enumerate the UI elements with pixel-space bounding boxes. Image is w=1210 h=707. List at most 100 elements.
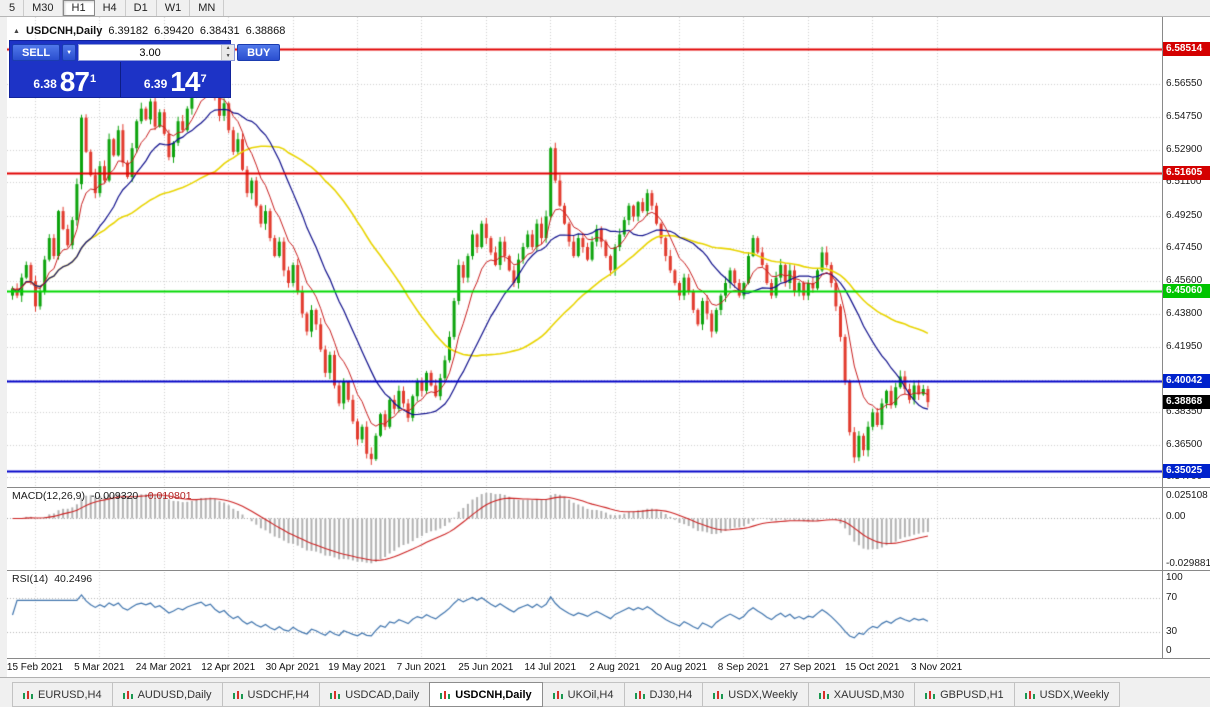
volume-increase-button[interactable]: ▲ [222,45,235,53]
chart-tab-usdcad-daily[interactable]: USDCAD,Daily [319,682,431,707]
bar-open: 6.39182 [108,25,149,37]
rsi-canvas[interactable] [7,572,1162,658]
bar-high: 6.39420 [154,25,194,37]
volume-box: ▲ ▼ [78,44,236,61]
macd-value-main: -0.009320 [90,490,139,502]
chart-tab-label: USDCAD,Daily [345,688,420,701]
macd-axis-label: 0.00 [1166,511,1186,523]
sell-price-sup: 1 [89,73,97,85]
y-axis-tick: 6.47450 [1166,241,1203,253]
x-axis-date: 12 Apr 2021 [201,662,256,673]
chart-tab-ukoil-h4[interactable]: UKOil,H4 [541,682,625,707]
trade-panel-prices: 6.38 87 1 6.39 14 7 [10,62,230,97]
period-button-5[interactable]: 5 [1,0,25,16]
chart-tab-usdx-weekly[interactable]: USDX,Weekly [1013,682,1121,707]
macd-axis-label: -0.029881 [1166,558,1210,569]
period-button-w1[interactable]: W1 [157,0,191,16]
x-axis-date: 25 Jun 2021 [458,662,514,673]
buy-price-big: 14 [170,66,200,97]
chart-tabs-bar: EURUSD,H4 AUDUSD,Daily USDCHF,H4 USDCAD,Dai… [0,677,1210,707]
buy-button[interactable]: BUY [237,44,281,61]
collapse-icon[interactable]: ▲ [13,27,20,35]
macd-axis: 0.025108 0.00 -0.029881 [1162,488,1210,570]
candlestick-chart-icon [634,690,645,699]
price-chart-panel: ▲ USDCNH,Daily 6.39182 6.39420 6.38431 6… [7,17,1210,487]
chart-tab-xauusd-m30[interactable]: XAUUSD,M30 [807,682,916,707]
sell-price-button[interactable]: 6.38 87 1 [10,62,121,97]
candlestick-chart-icon [1024,690,1035,699]
buy-price-small: 6.39 [143,77,168,91]
macd-axis-label: 0.025108 [1166,490,1208,501]
x-axis-date: 7 Jun 2021 [396,662,447,673]
symbol-name: USDCNH,Daily [25,25,103,37]
chart-tab-label: AUDUSD,Daily [137,688,212,701]
candlestick-chart-icon [552,690,563,699]
x-axis-date: 8 Sep 2021 [717,662,769,673]
chart-tab-label: USDCHF,H4 [247,688,310,701]
x-axis-date: 24 Mar 2021 [135,662,192,673]
volume-decrease-button[interactable]: ▼ [222,52,235,60]
sell-price-small: 6.38 [33,77,57,91]
price-badge-current-price: 6.38868 [1163,395,1210,410]
y-axis-tick: 6.41950 [1166,340,1203,352]
sell-button[interactable]: SELL [12,44,61,61]
chart-tab-usdx-weekly[interactable]: USDX,Weekly [702,682,809,707]
bar-low: 6.38431 [199,25,240,37]
rsi-axis-label: 100 [1166,572,1183,583]
rsi-axis-label: 30 [1166,626,1178,638]
trade-panel-top-row: SELL ▼ ▲ ▼ BUY [10,41,281,62]
rsi-title: RSI(14) [12,573,49,585]
chart-tab-label: EURUSD,H4 [38,688,102,701]
chart-tab-label: DJ30,H4 [649,688,693,701]
price-badge-support-green: 6.45060 [1163,283,1210,298]
candlestick-chart-icon [232,690,243,699]
y-axis-tick: 6.45600 [1166,275,1203,287]
y-axis-tick: 6.38350 [1166,405,1203,417]
macd-canvas[interactable] [7,489,1162,570]
candlestick-chart-icon [440,690,451,699]
x-axis-date: 5 Mar 2021 [74,662,125,673]
volume-dropdown-button[interactable]: ▼ [62,44,77,61]
y-axis-tick: 6.43800 [1166,307,1203,319]
macd-title: MACD(12,26,9) [12,490,85,502]
chart-tab-dj30-h4[interactable]: DJ30,H4 [623,682,704,707]
price-y-axis[interactable]: 6.56550 6.54750 6.52900 6.51100 6.49250 6.474… [1162,17,1210,487]
sell-price-big: 87 [59,66,90,97]
macd-value-signal: -0.010801 [144,490,192,502]
chart-tab-audusd-daily[interactable]: AUDUSD,Daily [111,682,223,707]
rsi-axis-label: 70 [1166,591,1178,603]
volume-input[interactable] [79,45,222,60]
periods-toolbar: 5 M30 H1 H4 D1 W1 MN [0,0,1210,17]
price-badge-support-blue-1: 6.40042 [1163,374,1210,389]
period-button-h4[interactable]: H4 [95,0,126,16]
symbol-info-line: ▲ USDCNH,Daily 6.39182 6.39420 6.38431 6… [13,25,285,37]
candlestick-chart-icon [818,690,829,699]
y-axis-tick: 6.51100 [1166,176,1202,188]
chart-tab-label: UKOil,H4 [567,688,614,701]
chart-tab-usdcnh-daily[interactable]: USDCNH,Daily [429,682,543,707]
rsi-axis: 100 70 30 0 [1162,571,1210,658]
x-axis-date: 20 Aug 2021 [650,662,708,673]
rsi-value: 40.2496 [54,573,93,585]
chart-tab-label: USDX,Weekly [1039,688,1110,701]
period-button-mn[interactable]: MN [190,0,225,16]
x-axis-date: 15 Feb 2021 [6,662,64,673]
candlestick-chart-icon [122,690,133,699]
chart-tab-eurusd-h4[interactable]: EURUSD,H4 [12,682,113,707]
chart-tab-usdchf-h4[interactable]: USDCHF,H4 [221,682,321,707]
period-button-h1[interactable]: H1 [62,0,95,16]
chart-tab-gbpusd-h1[interactable]: GBPUSD,H1 [914,682,1015,707]
buy-price-sup: 7 [200,73,207,85]
y-axis-tick: 6.54750 [1166,110,1203,122]
buy-price-button[interactable]: 6.39 14 7 [121,62,231,97]
chart-tab-label: USDCNH,Daily [455,688,532,701]
x-axis[interactable]: 15 Feb 2021 5 Mar 2021 24 Mar 2021 12 Apr 2… [7,658,1210,677]
y-axis-tick: 6.49250 [1166,209,1203,221]
x-axis-date: 15 Oct 2021 [844,662,900,673]
rsi-panel: RSI(14) 40.2496 100 70 30 0 [7,570,1210,658]
candlestick-chart-icon [713,690,724,699]
period-button-m30[interactable]: M30 [24,0,63,16]
period-button-d1[interactable]: D1 [126,0,157,16]
x-axis-date: 14 Jul 2021 [524,662,577,673]
candlestick-chart-icon [925,690,936,699]
